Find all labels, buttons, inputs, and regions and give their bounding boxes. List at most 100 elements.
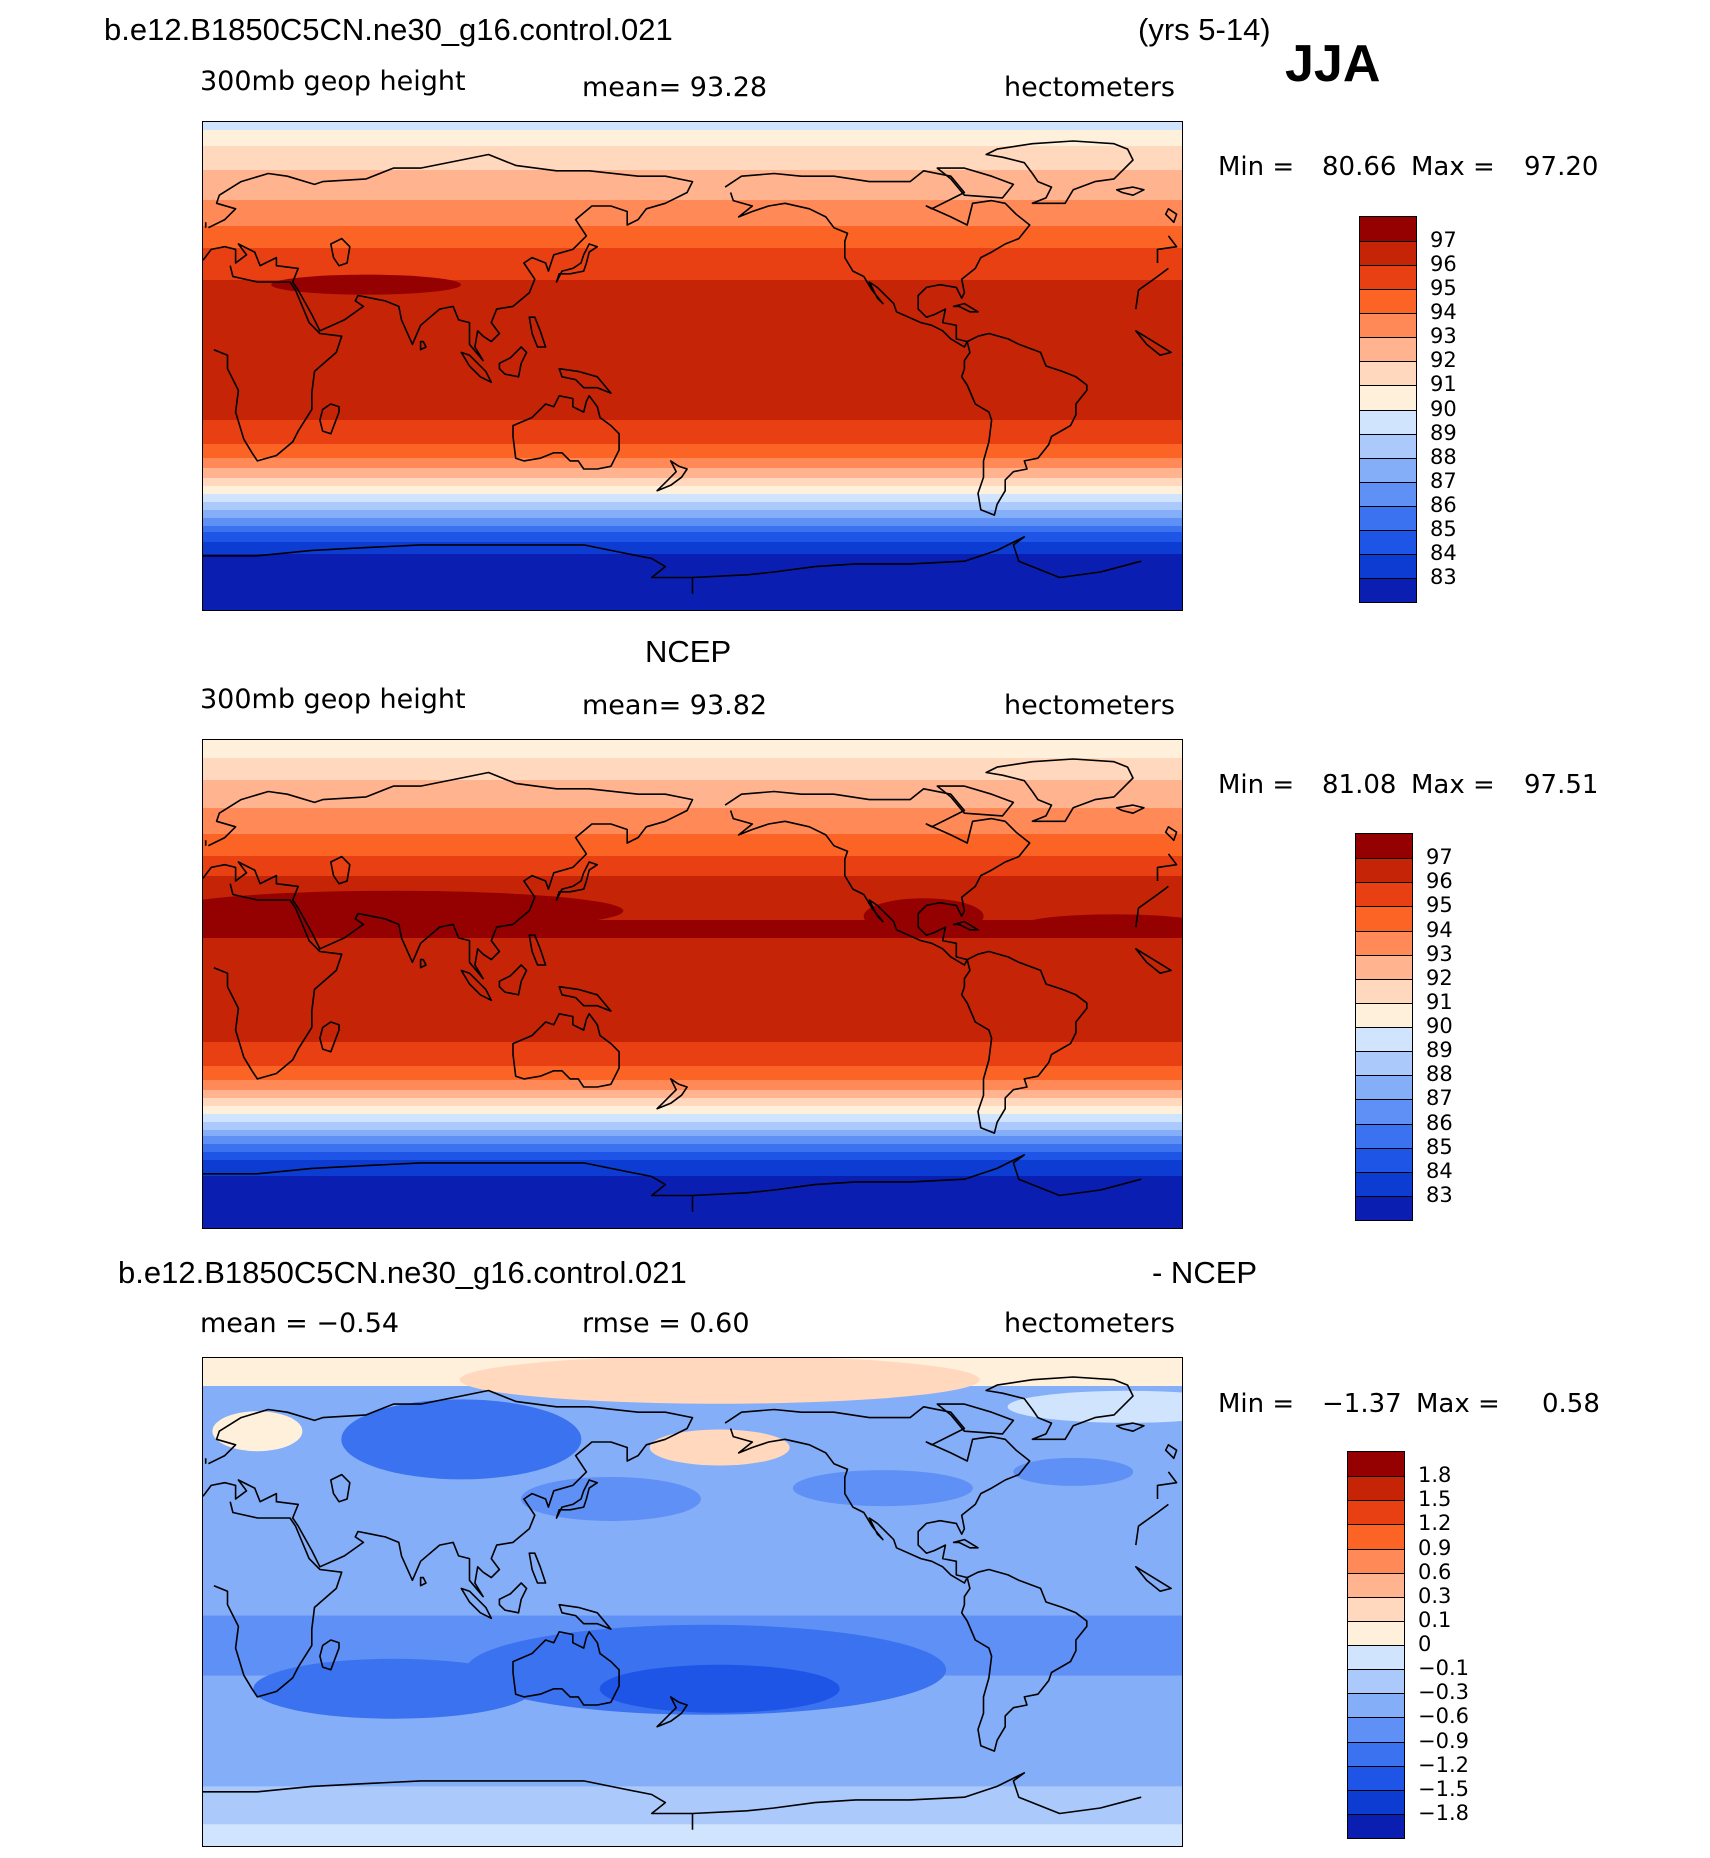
contour-band xyxy=(203,1122,1182,1125)
contour-band xyxy=(203,1120,1182,1123)
panel3-map xyxy=(202,1357,1183,1847)
contour-band xyxy=(203,564,1182,567)
contour-band xyxy=(203,606,1182,609)
contour-band xyxy=(203,1142,1182,1145)
contour-band xyxy=(203,820,1182,823)
contour-band xyxy=(203,254,1182,257)
contour-band xyxy=(203,1212,1182,1215)
contour-band xyxy=(203,164,1182,167)
colorbar-swatch xyxy=(1356,978,1412,1003)
colorbar-label: 85 xyxy=(1430,516,1457,541)
contour-band xyxy=(203,838,1182,841)
colorbar-label: 1.8 xyxy=(1418,1463,1452,1488)
colorbar-label: 90 xyxy=(1430,396,1457,421)
contour-band xyxy=(203,850,1182,853)
contour-band xyxy=(203,230,1182,233)
contour-band xyxy=(203,542,1182,545)
colorbar-label: 0 xyxy=(1418,1632,1432,1656)
contour-band xyxy=(203,596,1182,599)
colorbar-label: 89 xyxy=(1426,1038,1453,1063)
panel1-variable: 300mb geop height xyxy=(200,66,466,97)
contour-band xyxy=(203,248,1182,251)
contour-band xyxy=(203,452,1182,455)
contour-band xyxy=(203,1134,1182,1137)
contour-band xyxy=(203,1068,1182,1071)
contour-band xyxy=(203,204,1182,207)
colorbar-swatch xyxy=(1360,217,1416,242)
coastline-madagascar xyxy=(319,1021,340,1053)
contour-band xyxy=(203,414,1182,417)
contour-band xyxy=(203,224,1182,227)
contour-band xyxy=(203,1226,1182,1228)
contour-band xyxy=(203,986,1182,989)
contour-band xyxy=(203,386,1182,389)
contour-band xyxy=(203,902,1182,905)
contour-band xyxy=(203,440,1182,443)
colorbar-label: 93 xyxy=(1426,941,1453,966)
contour-band xyxy=(203,1018,1182,1021)
contour-band xyxy=(203,980,1182,983)
panel3-title-left: b.e12.B1850C5CN.ne30_g16.control.021 xyxy=(118,1255,687,1290)
contour-band xyxy=(203,984,1182,987)
colorbar-swatch xyxy=(1356,1099,1412,1124)
contour-band xyxy=(203,908,1182,911)
contour-band xyxy=(203,540,1182,543)
contour-band xyxy=(203,946,1182,949)
contour-band xyxy=(203,1080,1182,1083)
contour-band xyxy=(203,138,1182,141)
panel2-max-value: 97.51 xyxy=(1524,770,1599,800)
contour-band xyxy=(203,1084,1182,1087)
contour-band xyxy=(203,860,1182,863)
contour-band xyxy=(203,882,1182,885)
contour-band xyxy=(203,1136,1182,1139)
contour-band xyxy=(203,272,1182,275)
contour-band xyxy=(203,844,1182,847)
contour-band xyxy=(203,434,1182,437)
contour-band xyxy=(203,416,1182,419)
contour-band xyxy=(203,398,1182,401)
colorbar-swatch xyxy=(1360,313,1416,338)
coastline-caspian xyxy=(330,237,351,267)
contour-band xyxy=(203,328,1182,331)
contour-anomaly xyxy=(341,1399,582,1480)
contour-band xyxy=(203,796,1182,799)
contour-band xyxy=(203,916,1182,919)
contour-band xyxy=(203,792,1182,795)
contour-band xyxy=(203,1116,1182,1119)
contour-band xyxy=(203,570,1182,573)
contour-band xyxy=(203,1014,1182,1017)
coastline-northAmerica xyxy=(724,1406,1031,1584)
contour-band xyxy=(203,168,1182,171)
contour-band xyxy=(203,964,1182,967)
contour-band xyxy=(203,484,1182,487)
contour-band xyxy=(203,1074,1182,1077)
contour-band xyxy=(203,998,1182,1001)
colorbar-label: 90 xyxy=(1426,1014,1453,1038)
contour-band xyxy=(203,146,1182,149)
contour-band xyxy=(203,128,1182,131)
contour-band xyxy=(203,240,1182,243)
colorbar-swatch xyxy=(1356,1027,1412,1052)
coastline-greenland xyxy=(985,1376,1134,1441)
contour-band xyxy=(203,868,1182,871)
colorbar-swatch xyxy=(1348,1524,1404,1549)
contour-band xyxy=(203,372,1182,375)
contour-band xyxy=(203,360,1182,363)
contour-band xyxy=(203,190,1182,193)
contour-band xyxy=(203,370,1182,373)
contour-band xyxy=(203,1082,1182,1085)
contour-band xyxy=(203,456,1182,459)
coastline-sriLanka xyxy=(419,1576,427,1587)
colorbar-label: 92 xyxy=(1426,965,1453,990)
contour-band xyxy=(203,496,1182,499)
contour-band xyxy=(203,818,1182,821)
contour-band xyxy=(203,156,1182,159)
colorbar-swatch xyxy=(1348,1596,1404,1621)
contour-band xyxy=(203,310,1182,313)
contour-band xyxy=(203,794,1182,797)
contour-band xyxy=(203,466,1182,469)
contour-band xyxy=(203,1012,1182,1015)
contour-band xyxy=(203,1124,1182,1127)
colorbar-label: 85 xyxy=(1426,1134,1453,1159)
contour-band xyxy=(203,982,1182,985)
